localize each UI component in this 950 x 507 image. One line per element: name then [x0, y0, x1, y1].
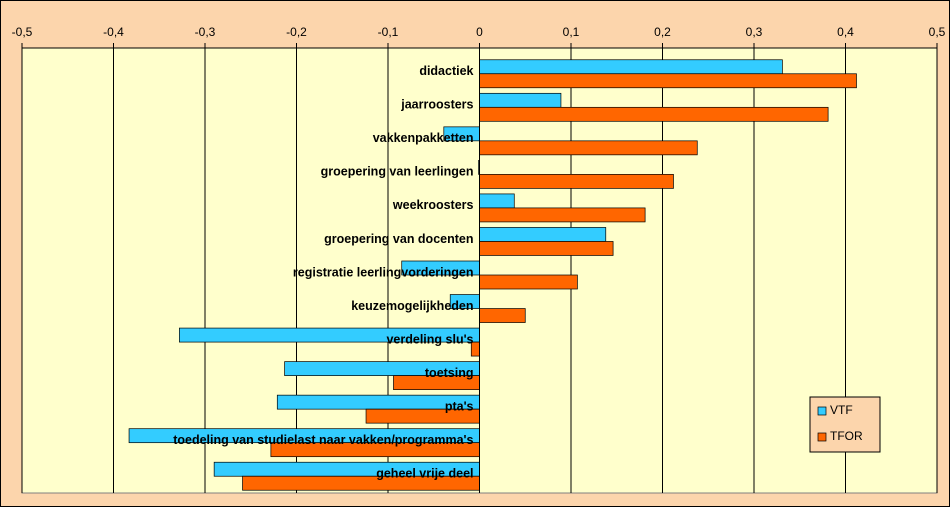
x-tick-label: 0,4 — [837, 25, 854, 39]
category-label: geheel vrije deel — [376, 467, 473, 481]
x-tick-label: -0,5 — [12, 25, 33, 39]
legend-swatch — [817, 432, 827, 442]
x-tick-label: 0 — [476, 25, 483, 39]
x-tick-label: 0,1 — [563, 25, 580, 39]
x-tick-label: 0,3 — [746, 25, 763, 39]
legend-swatch — [817, 406, 827, 416]
bar — [479, 59, 783, 75]
x-tick-label: -0,1 — [378, 25, 399, 39]
x-tick-label: 0,5 — [929, 25, 946, 39]
category-label: weekroosters — [392, 198, 474, 212]
category-label: groepering van docenten — [324, 232, 473, 246]
bar — [479, 274, 578, 290]
bar — [479, 92, 562, 108]
category-label: pta's — [445, 399, 474, 413]
category-label: toedeling van studielast naar vakken/pro… — [173, 433, 473, 447]
bar — [479, 308, 526, 323]
x-tick-label: -0,2 — [286, 25, 307, 39]
legend-label: VTF — [830, 403, 853, 417]
bar — [479, 241, 614, 256]
category-label: toetsing — [425, 366, 474, 380]
bar — [479, 227, 607, 242]
legend-label: TFOR — [830, 429, 863, 443]
category-label: keuzemogelijkheden — [351, 299, 473, 313]
category-label: verdeling slu's — [386, 332, 473, 346]
bar — [479, 174, 674, 189]
category-label: jaarroosters — [400, 98, 473, 112]
category-label: didactiek — [419, 64, 473, 78]
bar — [479, 73, 857, 89]
category-label: groepering van leerlingen — [321, 165, 474, 179]
x-tick-label: -0,4 — [103, 25, 124, 39]
category-label: vakkenpakketten — [373, 131, 474, 145]
bar — [479, 207, 646, 223]
legend-box — [809, 396, 881, 453]
bar — [479, 193, 515, 209]
bar — [479, 140, 698, 156]
x-tick-label: 0,2 — [654, 25, 671, 39]
x-tick-label: -0,3 — [195, 25, 216, 39]
category-label: registratie leerlingvorderingen — [293, 265, 474, 279]
bar — [479, 106, 829, 122]
